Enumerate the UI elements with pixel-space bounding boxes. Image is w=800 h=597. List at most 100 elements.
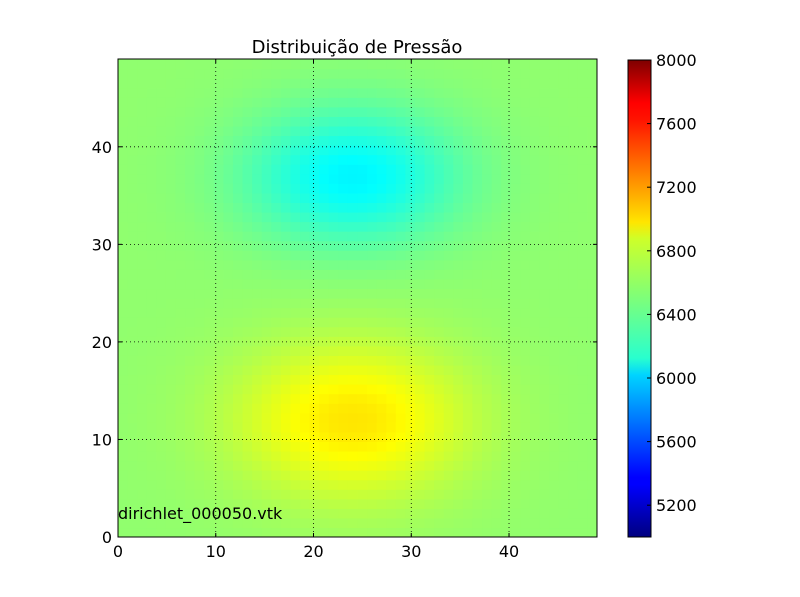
heatmap-cell: [194, 231, 205, 242]
heatmap-cell: [137, 470, 148, 481]
heatmap-cell: [223, 508, 234, 519]
heatmap-cell: [434, 192, 445, 203]
heatmap-cell: [252, 135, 263, 146]
heatmap-cell: [357, 173, 368, 184]
heatmap-cell: [290, 441, 301, 452]
heatmap-cell: [558, 202, 569, 213]
heatmap-cell: [462, 326, 474, 337]
heatmap-cell: [127, 87, 138, 98]
heatmap-cell: [491, 441, 502, 452]
heatmap-cell: [472, 269, 483, 280]
heatmap-cell: [462, 527, 474, 537]
heatmap-cell: [501, 259, 512, 270]
heatmap-cell: [290, 470, 301, 481]
heatmap-cell: [261, 412, 272, 423]
heatmap-cell: [424, 508, 435, 519]
heatmap-cell: [367, 78, 378, 89]
heatmap-cell: [376, 250, 387, 261]
heatmap-cell: [271, 145, 282, 156]
heatmap-cell: [300, 336, 311, 347]
heatmap-cell: [165, 221, 177, 232]
heatmap-cell: [146, 479, 157, 490]
heatmap-cell: [156, 221, 167, 232]
heatmap-cell: [357, 192, 368, 203]
heatmap-cell: [462, 336, 474, 347]
heatmap-cell: [405, 173, 416, 184]
heatmap-cell: [482, 479, 493, 490]
heatmap-cell: [319, 106, 330, 117]
heatmap-cell: [357, 135, 368, 146]
heatmap-cell: [185, 374, 196, 385]
heatmap-cell: [309, 221, 320, 232]
heatmap-cell: [118, 450, 129, 462]
heatmap-cell: [242, 106, 253, 117]
heatmap-cell: [213, 202, 224, 213]
heatmap-cell: [146, 250, 157, 261]
heatmap-cell: [252, 173, 263, 184]
y-tick-label: 30: [92, 235, 112, 254]
heatmap-cell: [204, 202, 215, 213]
heatmap-cell: [395, 135, 406, 146]
heatmap-cell: [587, 460, 597, 471]
heatmap-cell: [491, 298, 502, 309]
heatmap-cell: [271, 460, 282, 471]
heatmap-cell: [328, 211, 339, 223]
heatmap-cell: [165, 211, 177, 223]
heatmap-cell: [290, 87, 301, 98]
heatmap-cell: [367, 412, 378, 423]
heatmap-cell: [213, 326, 224, 337]
heatmap-cell: [539, 307, 550, 318]
heatmap-cell: [577, 498, 589, 509]
heatmap-cell: [539, 422, 550, 433]
heatmap-cell: [472, 259, 483, 270]
heatmap-cell: [510, 393, 521, 404]
heatmap-cell: [300, 527, 311, 537]
heatmap-cell: [185, 317, 196, 328]
heatmap-cell: [529, 288, 541, 299]
heatmap-cell: [261, 403, 272, 414]
heatmap-cell: [482, 517, 493, 529]
heatmap-cell: [367, 326, 378, 337]
heatmap-cell: [280, 364, 292, 376]
heatmap-cell: [242, 78, 253, 89]
heatmap-cell: [300, 97, 311, 108]
heatmap-cell: [587, 470, 597, 481]
heatmap-cell: [386, 412, 397, 423]
heatmap-cell: [319, 374, 330, 385]
heatmap-cell: [232, 498, 244, 509]
heatmap-cell: [424, 422, 435, 433]
heatmap-cell: [414, 374, 426, 385]
heatmap-cell: [472, 393, 483, 404]
heatmap-cell: [577, 192, 589, 203]
heatmap-cell: [146, 374, 157, 385]
heatmap-cell: [232, 393, 244, 404]
heatmap-cell: [175, 221, 186, 232]
heatmap-cell: [309, 125, 320, 137]
heatmap-cell: [309, 173, 320, 184]
heatmap-cell: [462, 145, 474, 156]
heatmap-cell: [319, 336, 330, 347]
heatmap-cell: [549, 489, 560, 500]
heatmap-cell: [232, 431, 244, 442]
heatmap-cell: [309, 106, 320, 117]
heatmap-cell: [529, 202, 541, 213]
heatmap-cell: [319, 364, 330, 376]
heatmap-cell: [577, 97, 589, 108]
heatmap-cell: [357, 269, 368, 280]
heatmap-cell: [395, 59, 406, 70]
heatmap-cell: [386, 326, 397, 337]
heatmap-cell: [357, 336, 368, 347]
heatmap-cell: [146, 441, 157, 452]
heatmap-cell: [213, 412, 224, 423]
heatmap-cell: [357, 259, 368, 270]
heatmap-cell: [549, 412, 560, 423]
heatmap-cell: [204, 517, 215, 529]
heatmap-cell: [118, 317, 129, 328]
heatmap-cell: [213, 517, 224, 529]
heatmap-cell: [414, 173, 426, 184]
heatmap-cell: [204, 307, 215, 318]
heatmap-cell: [549, 517, 560, 529]
heatmap-cell: [156, 125, 167, 137]
heatmap-cell: [165, 450, 177, 462]
heatmap-cell: [185, 498, 196, 509]
